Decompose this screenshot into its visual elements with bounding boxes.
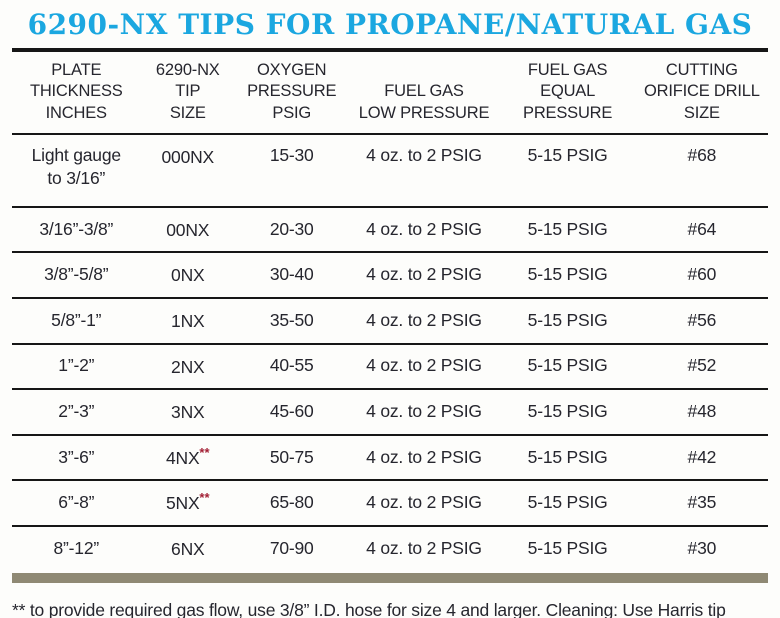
cell-plate-thickness: 2”-3”	[12, 389, 141, 436]
tip-size-value: 3NX	[171, 401, 205, 422]
header-oxygen-pressure: OXYGEN PRESSURE PSIG	[235, 52, 349, 136]
cell-oxygen-pressure: 45-60	[235, 389, 349, 436]
cell-fuel-gas-low-pressure: 4 oz. to 2 PSIG	[348, 297, 500, 345]
cell-oxygen-pressure: 65-80	[235, 480, 349, 527]
tip-size-value: 2NX	[171, 356, 205, 377]
cell-tip-size: 5NX**	[140, 480, 236, 527]
header-cutting-orifice-drill-size: CUTTING ORIFICE DRILL SIZE	[635, 52, 768, 136]
cell-oxygen-pressure: 50-75	[235, 434, 349, 482]
cell-tip-size: 1NX	[140, 297, 236, 345]
cell-fuel-gas-low-pressure: 4 oz. to 2 PSIG	[348, 134, 500, 208]
cell-fuel-gas-equal-pressure: 5-15 PSIG	[527, 537, 608, 558]
cell-tip-size: 00NX	[140, 206, 236, 254]
header-tip-size: 6290-NX TIP SIZE	[140, 52, 236, 136]
cell-tip-size: 0NX	[140, 252, 236, 299]
cell-tip-size: 3NX	[140, 389, 236, 436]
cell-plate-thickness: 6”-8”	[12, 480, 141, 527]
table-row: 1”-2” 2NX 40-55 4 oz. to 2 PSIG 5-15 PSI…	[12, 343, 768, 391]
title-divider	[12, 48, 768, 52]
cell-fuel-gas-equal-pressure: 5-15 PSIG	[499, 434, 636, 482]
table-row: 2”-3” 3NX 45-60 4 oz. to 2 PSIG 5-15 PSI…	[12, 389, 768, 436]
cell-tip-size: 6NX	[141, 526, 236, 574]
cell-tip-size: 4NX**	[140, 434, 236, 482]
tip-footnote-marker: **	[199, 490, 210, 506]
cell-plate-thickness: 3/16”-3/8”	[12, 206, 141, 254]
cell-oxygen-pressure: 40-55	[235, 343, 349, 391]
cell-fuel-gas-low-pressure: 4 oz. to 2 PSIG	[348, 434, 500, 482]
cell-plate-thickness: 3/8”-5/8”	[12, 252, 141, 299]
cell-plate-thickness: Light gauge to 3/16”	[12, 134, 141, 208]
cell-fuel-gas-low-pressure: 4 oz. to 2 PSIG	[348, 206, 500, 254]
cell-drill-size: #56	[635, 297, 768, 345]
cell-drill-size: #68	[635, 134, 768, 208]
cell-drill-size: #60	[635, 252, 768, 299]
table-row: 3”-6” 4NX** 50-75 4 oz. to 2 PSIG 5-15 P…	[12, 434, 768, 482]
tip-size-value: 5NX	[165, 493, 200, 514]
cell-drill-size: #48	[635, 389, 768, 436]
tip-spec-table: PLATE THICKNESS INCHES 6290-NX TIP SIZE …	[12, 52, 768, 573]
cell-tip-size: 000NX	[140, 134, 236, 208]
tip-size-value: 00NX	[166, 219, 210, 240]
header-plate-thickness: PLATE THICKNESS INCHES	[12, 52, 141, 136]
cell-fuel-gas-equal-pressure: 5-15 PSIG	[499, 252, 636, 299]
cell-fuel-gas-equal-pressure: 5-15 PSIG	[499, 134, 636, 208]
table-body: Light gauge to 3/16” 000NX 15-30 4 oz. t…	[12, 134, 768, 573]
cell-fuel-gas-low-pressure: 4 oz. to 2 PSIG	[348, 480, 500, 527]
cell-oxygen-pressure: 30-40	[235, 252, 349, 299]
cell-fuel-gas-low-pressure: 4 oz. to 2 PSIG	[366, 537, 482, 558]
tip-footnote-marker: **	[199, 444, 210, 460]
cell-oxygen-pressure: 35-50	[235, 297, 349, 345]
header-fuel-gas-equal-pressure: FUEL GAS EQUAL PRESSURE	[499, 52, 636, 136]
cell-drill-size: #52	[635, 343, 768, 391]
cell-fuel-gas-equal-pressure: 5-15 PSIG	[499, 389, 636, 436]
cell-tip-size: 2NX	[140, 343, 236, 391]
footnote-text: ** to provide required gas flow, use 3/8…	[12, 600, 726, 618]
cell-plate-thickness: 5/8”-1”	[12, 297, 141, 345]
cell-fuel-gas-low-pressure: 4 oz. to 2 PSIG	[348, 389, 500, 436]
tip-size-value: 4NX	[165, 447, 200, 468]
cell-oxygen-pressure: 70-90	[269, 537, 314, 558]
table-header: PLATE THICKNESS INCHES 6290-NX TIP SIZE …	[12, 52, 768, 136]
cell-fuel-gas-low-pressure: 4 oz. to 2 PSIG	[348, 343, 500, 391]
tip-size-value: 0NX	[171, 265, 205, 286]
table-row: 6”-8” 5NX** 65-80 4 oz. to 2 PSIG 5-15 P…	[12, 480, 768, 527]
table-row: 5/8”-1” 1NX 35-50 4 oz. to 2 PSIG 5-15 P…	[12, 297, 768, 345]
cell-oxygen-pressure: 20-30	[235, 206, 349, 254]
table-row: 3/16”-3/8” 00NX 20-30 4 oz. to 2 PSIG 5-…	[12, 206, 768, 254]
header-row: PLATE THICKNESS INCHES 6290-NX TIP SIZE …	[12, 52, 768, 136]
cell-drill-size: #42	[635, 434, 768, 482]
cell-fuel-gas-equal-pressure: 5-15 PSIG	[499, 297, 636, 345]
cell-plate-thickness: 3”-6”	[12, 434, 141, 482]
page-title: 6290-NX TIPS FOR PROPANE/NATURAL GAS	[27, 8, 753, 41]
cell-drill-size: #30	[687, 537, 717, 558]
table-row: 8”-12” 6NX 70-90 4 oz. to 2 PSIG 5-15 PS…	[12, 526, 768, 574]
cell-drill-size: #35	[635, 480, 768, 527]
table-row: 3/8”-5/8” 0NX 30-40 4 oz. to 2 PSIG 5-15…	[12, 252, 768, 299]
cell-plate-thickness: 8”-12”	[53, 537, 100, 558]
cell-plate-thickness: 1”-2”	[12, 343, 141, 391]
cell-fuel-gas-equal-pressure: 5-15 PSIG	[499, 343, 636, 391]
cell-drill-size: #64	[635, 206, 768, 254]
cell-fuel-gas-equal-pressure: 5-15 PSIG	[499, 480, 636, 527]
tip-size-value: 1NX	[171, 310, 205, 331]
tip-size-value: 6NX	[171, 538, 205, 559]
bottom-divider-bar	[12, 573, 768, 584]
cell-fuel-gas-low-pressure: 4 oz. to 2 PSIG	[348, 252, 500, 299]
cell-oxygen-pressure: 15-30	[235, 134, 349, 208]
header-fuel-gas-low-pressure: FUEL GAS LOW PRESSURE	[348, 52, 500, 136]
tip-size-value: 000NX	[161, 147, 215, 168]
cell-fuel-gas-equal-pressure: 5-15 PSIG	[499, 206, 636, 254]
table-row: Light gauge to 3/16” 000NX 15-30 4 oz. t…	[12, 134, 768, 208]
